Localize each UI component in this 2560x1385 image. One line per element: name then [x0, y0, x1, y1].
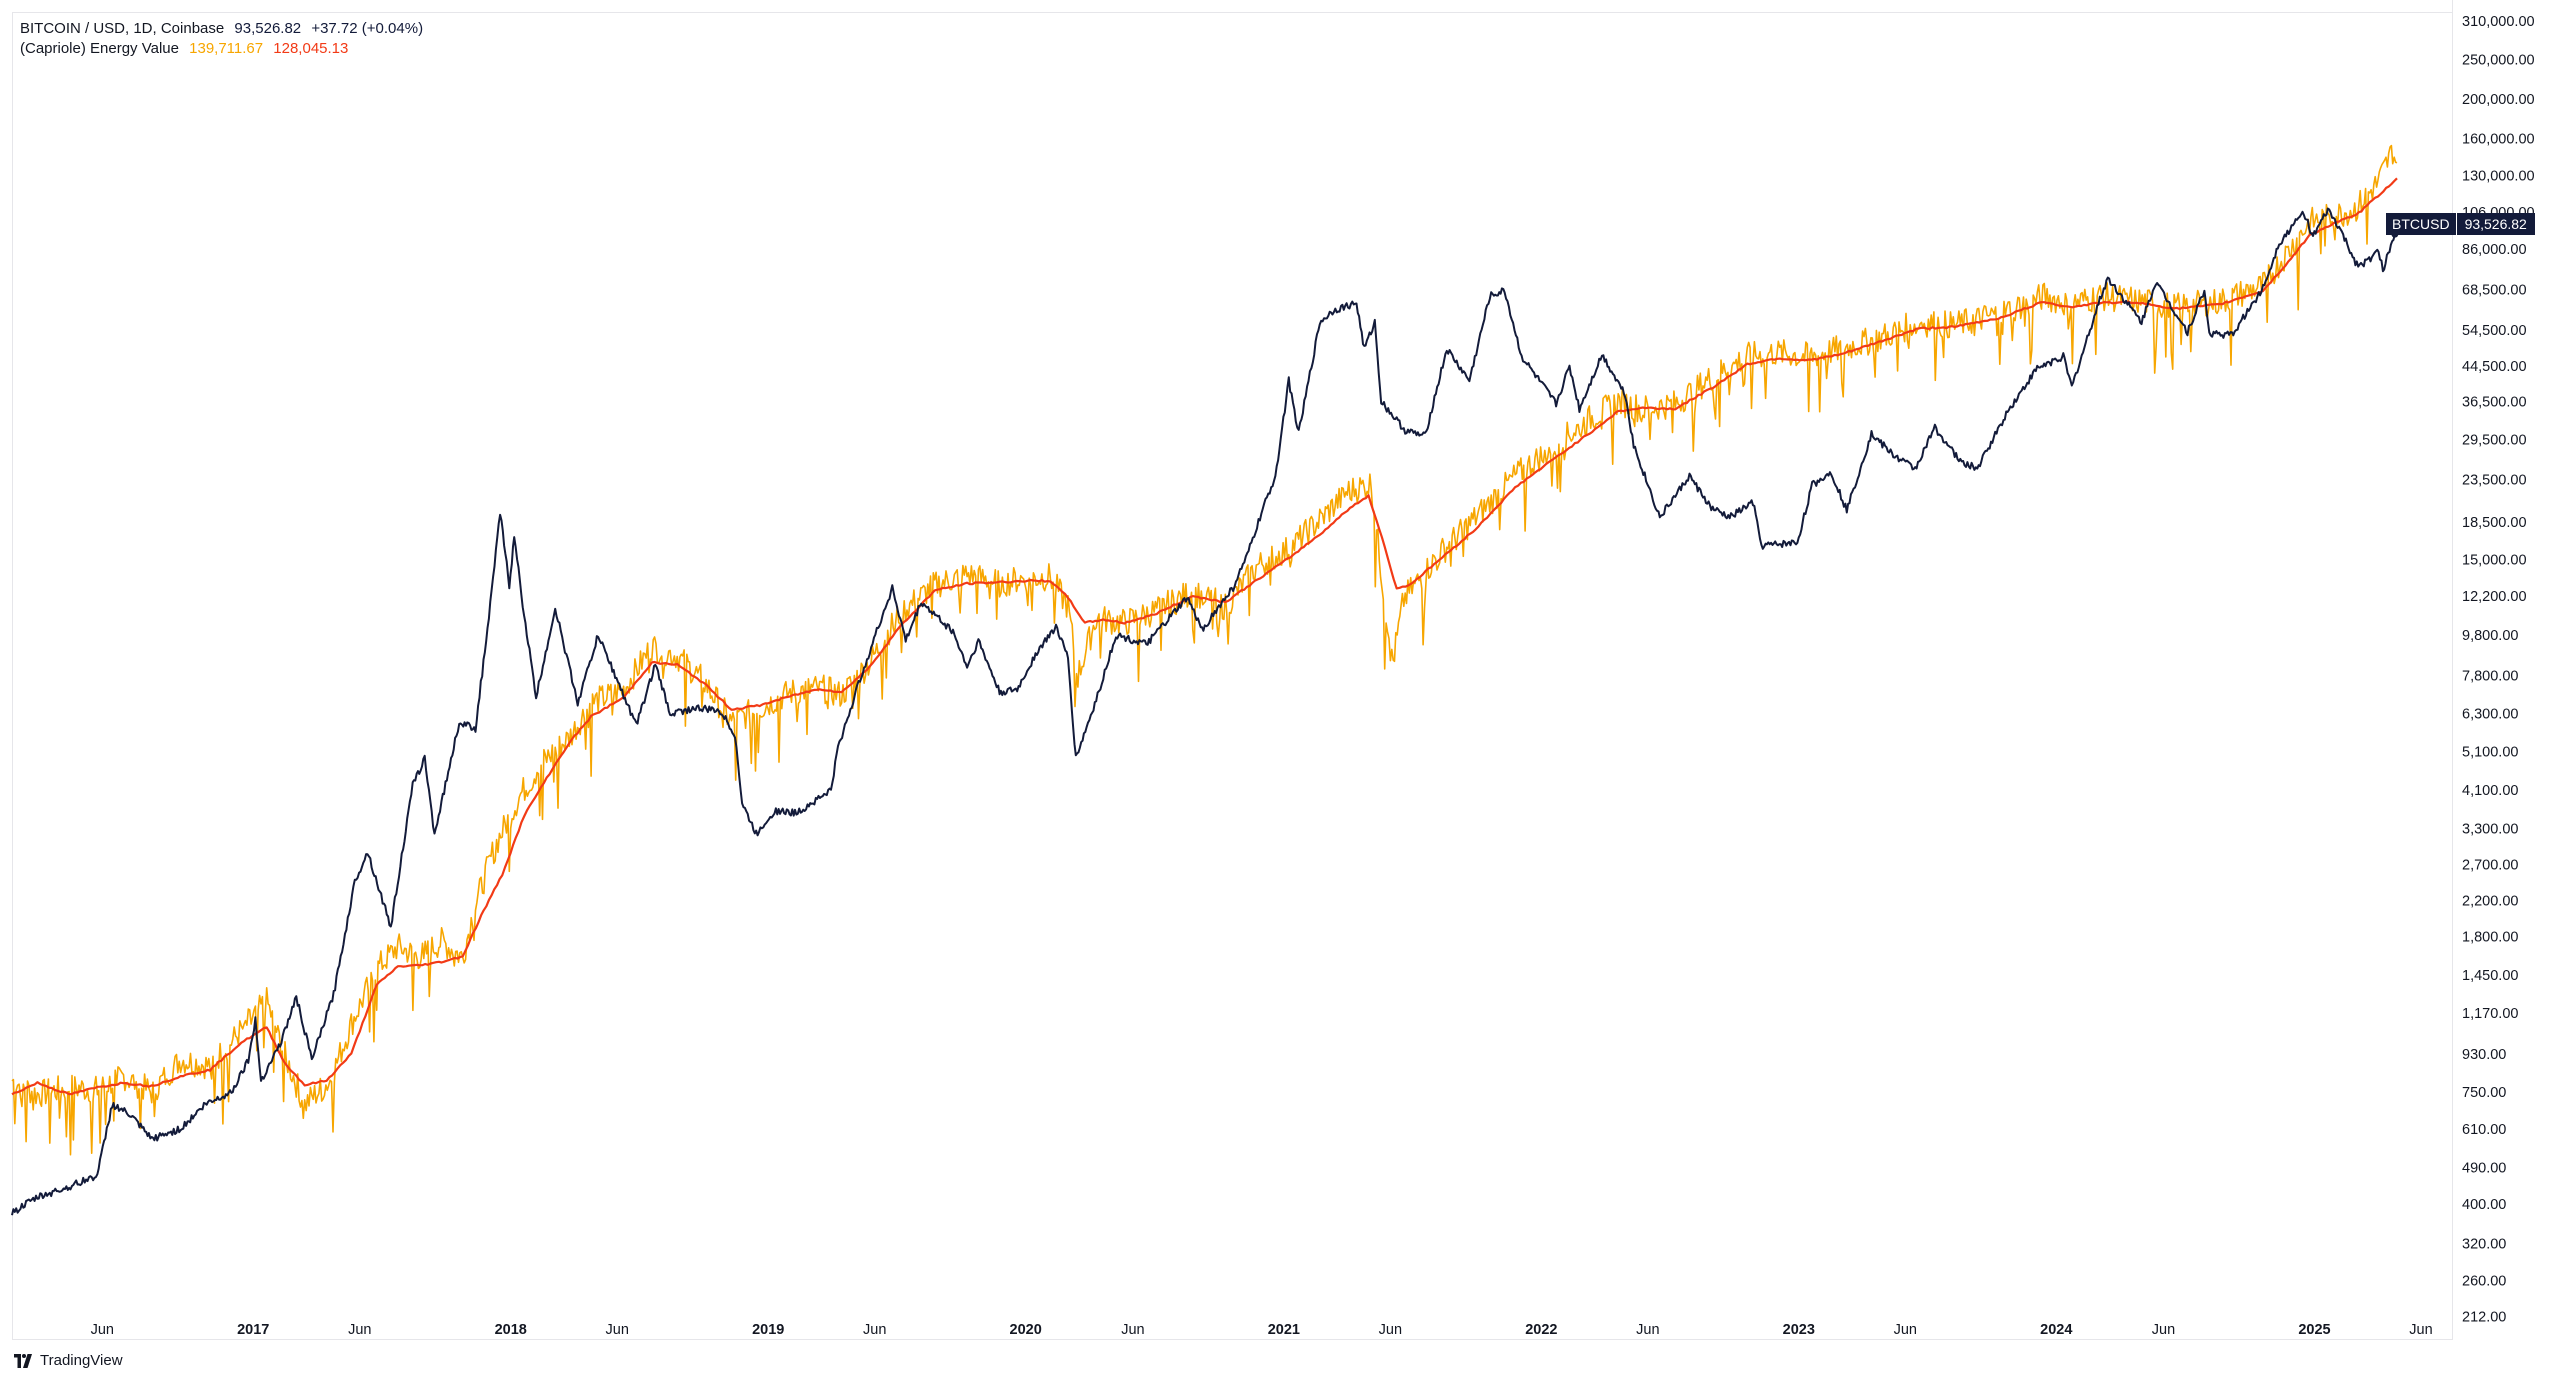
series-line-energy-value-ma[interactable]: [11, 177, 2398, 1096]
y-tick-label: 36,500.00: [2462, 394, 2527, 410]
legend-change: +37.72 (+0.04%): [311, 20, 424, 37]
energy-value-series-group: [11, 144, 2398, 1156]
x-tick-label: 2018: [495, 1322, 527, 1338]
legend-symbol: BITCOIN / USD, 1D, Coinbase: [20, 20, 225, 37]
y-tick-label: 86,000.00: [2462, 242, 2527, 258]
y-tick-label: 2,200.00: [2462, 894, 2518, 910]
x-tick-label: Jun: [1894, 1322, 1917, 1338]
x-tick-label: Jun: [1121, 1322, 1144, 1338]
y-tick-label: 3,300.00: [2462, 822, 2518, 838]
y-tick-label: 930.00: [2462, 1047, 2506, 1063]
y-tick-label: 1,170.00: [2462, 1006, 2518, 1022]
x-tick-label: Jun: [1379, 1322, 1402, 1338]
x-tick-label: 2017: [237, 1322, 269, 1338]
legend-indicator-name: (Capriole) Energy Value: [20, 40, 179, 57]
x-tick-label: Jun: [2152, 1322, 2175, 1338]
y-tick-label: 4,100.00: [2462, 783, 2518, 799]
y-tick-label: 23,500.00: [2462, 473, 2527, 489]
current-price-label: BTCUSD 93,526.82: [2386, 213, 2535, 235]
y-tick-label: 160,000.00: [2462, 132, 2535, 148]
y-tick-label: 490.00: [2462, 1161, 2506, 1177]
y-tick-label: 9,800.00: [2462, 628, 2518, 644]
y-tick-label: 29,500.00: [2462, 432, 2527, 448]
y-tick-label: 1,450.00: [2462, 968, 2518, 984]
x-axis-ticks: Jun 2017 Jun 2018 Jun 2019 Jun 2020 Jun 2021 Jun 20…: [91, 1322, 2433, 1338]
y-tick-label: 12,200.00: [2462, 589, 2527, 605]
y-tick-label: 200,000.00: [2462, 92, 2535, 108]
y-tick-label: 2,700.00: [2462, 857, 2518, 873]
x-tick-label: 2023: [1783, 1322, 1815, 1338]
series-line--capriole-energy-value[interactable]: [11, 144, 2398, 1156]
x-tick-label: 2019: [752, 1322, 784, 1338]
y-tick-label: 1,800.00: [2462, 929, 2518, 945]
x-tick-label: 2024: [2040, 1322, 2072, 1338]
y-tick-label: 15,000.00: [2462, 552, 2527, 568]
legend-energy-value: 139,711.67: [189, 40, 264, 57]
x-tick-label: Jun: [1636, 1322, 1659, 1338]
y-axis-ticks: 310,000.00 250,000.00 200,000.00 160,000.00…: [2462, 14, 2535, 1326]
x-tick-label: Jun: [606, 1322, 629, 1338]
y-tick-label: 18,500.00: [2462, 515, 2527, 531]
x-tick-label: 2025: [2298, 1322, 2330, 1338]
x-tick-label: Jun: [348, 1322, 371, 1338]
y-tick-label: 310,000.00: [2462, 14, 2535, 30]
y-tick-label: 5,100.00: [2462, 744, 2518, 760]
price-axis[interactable]: [2452, 0, 2560, 1340]
y-tick-label: 6,300.00: [2462, 707, 2518, 723]
y-tick-label: 260.00: [2462, 1273, 2506, 1289]
tradingview-logo-icon: [14, 1353, 32, 1368]
series-line-bitcoin-usd[interactable]: [11, 207, 2396, 1216]
y-tick-label: 68,500.00: [2462, 282, 2527, 298]
legend-energy-ma: 128,045.13: [273, 40, 349, 57]
legend-indicator-row[interactable]: (Capriole) Energy Value 139,711.67 128,0…: [20, 40, 354, 57]
chart-area[interactable]: [12, 12, 2452, 1340]
price-label-value: 93,526.82: [2455, 213, 2535, 235]
btc-series-group: [11, 207, 2399, 1216]
y-tick-label: 750.00: [2462, 1085, 2506, 1101]
y-tick-label: 400.00: [2462, 1197, 2506, 1213]
y-tick-label: 7,800.00: [2462, 669, 2518, 685]
price-label-symbol: BTCUSD: [2386, 213, 2456, 235]
x-tick-label: 2020: [1010, 1322, 1042, 1338]
x-tick-label: 2022: [1525, 1322, 1557, 1338]
y-tick-label: 130,000.00: [2462, 169, 2535, 185]
y-tick-label: 212.00: [2462, 1310, 2506, 1326]
legend-price: 93,526.82: [234, 20, 302, 37]
y-tick-label: 320.00: [2462, 1236, 2506, 1252]
x-tick-label: Jun: [863, 1322, 886, 1338]
x-tick-label: Jun: [91, 1322, 114, 1338]
y-tick-label: 610.00: [2462, 1122, 2506, 1138]
y-tick-label: 44,500.00: [2462, 359, 2527, 375]
x-tick-label: 2021: [1268, 1322, 1300, 1338]
y-tick-label: 250,000.00: [2462, 52, 2535, 68]
energy-ma-series-group: [11, 177, 2398, 1096]
legend-symbol-row: BITCOIN / USD, 1D, Coinbase 93,526.82 +3…: [20, 20, 429, 37]
tradingview-footer[interactable]: TradingView: [12, 1352, 123, 1369]
brand-name: TradingView: [40, 1352, 123, 1369]
y-tick-label: 54,500.00: [2462, 323, 2527, 339]
x-tick-label: Jun: [2409, 1322, 2432, 1338]
